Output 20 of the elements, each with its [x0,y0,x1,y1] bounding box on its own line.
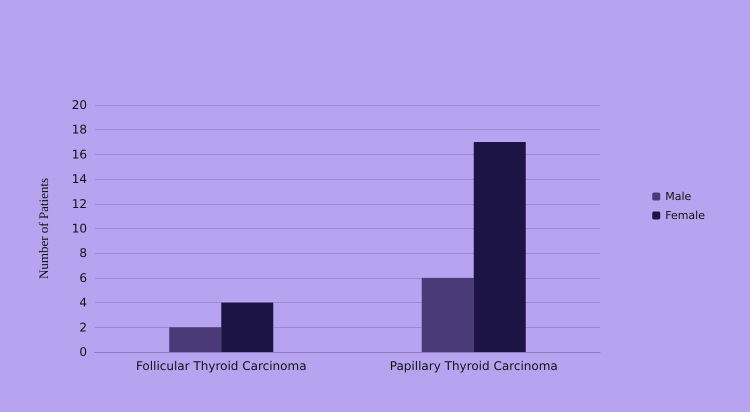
x-tick-label: Follicular Thyroid Carcinoma [136,359,307,373]
y-tick-label: 16 [72,147,87,162]
y-tick-label: 18 [72,122,87,137]
bar [221,302,274,352]
bar [422,278,474,352]
y-tick-label: 20 [72,98,87,112]
y-tick-label: 4 [79,296,87,310]
legend-label: Male [665,190,692,203]
y-tick-label: 10 [72,222,87,236]
bar [474,142,526,352]
y-tick-label: 0 [79,345,87,359]
y-tick-label: 6 [79,270,87,285]
y-tick-label: 8 [79,246,87,260]
x-tick-label: Papillary Thyroid Carcinoma [390,359,558,373]
legend-label: Female [665,209,706,222]
y-tick-label: 12 [72,196,87,211]
y-tick-label: 14 [72,172,87,186]
y-tick-label: 2 [79,320,87,334]
bar [169,327,222,352]
y-axis-title: Number of Patients [36,178,51,280]
